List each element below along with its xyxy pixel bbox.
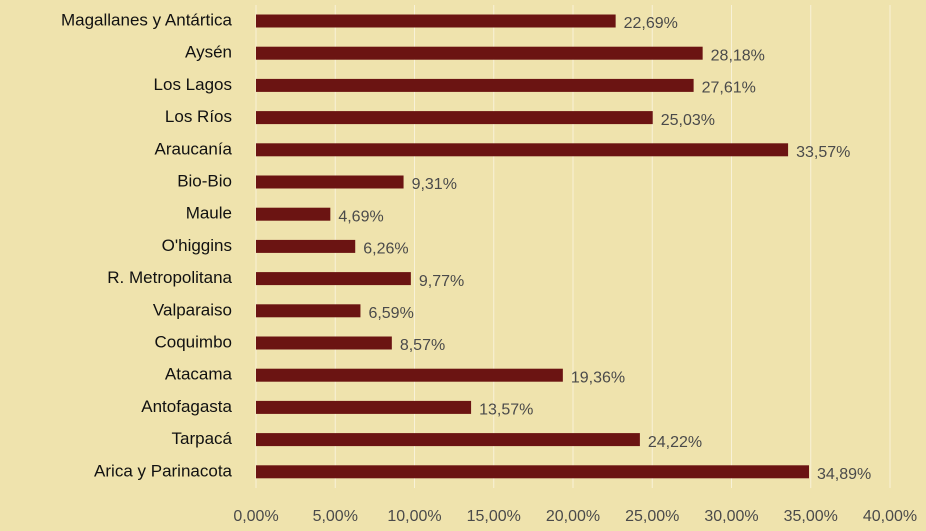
data-label: 6,26% [363, 241, 408, 258]
x-tick-label: 25,00% [625, 508, 679, 525]
y-tick-label: Aysén [185, 43, 232, 62]
y-tick-label: Valparaiso [153, 300, 232, 319]
x-tick-label: 5,00% [313, 508, 358, 525]
bar [256, 175, 404, 189]
y-tick-label: Magallanes y Antártica [61, 10, 233, 29]
x-tick-label: 15,00% [467, 508, 521, 525]
x-tick-label: 10,00% [387, 508, 441, 525]
y-tick-label: Atacama [165, 365, 233, 384]
bar [256, 239, 356, 253]
x-tick-label: 40,00% [863, 508, 917, 525]
data-label: 28,18% [711, 47, 765, 64]
y-tick-label: Araucanía [155, 139, 233, 158]
x-tick-label: 20,00% [546, 508, 600, 525]
bar [256, 304, 361, 318]
y-tick-label: Los Ríos [165, 107, 232, 126]
bar [256, 272, 411, 286]
y-tick-label: Antofagasta [141, 397, 232, 416]
data-label: 33,57% [796, 144, 850, 161]
data-label: 19,36% [571, 369, 625, 386]
y-tick-label: Bio-Bio [177, 171, 232, 190]
y-tick-label: Tarpacá [172, 429, 233, 448]
bar [256, 336, 392, 350]
data-label: 27,61% [702, 80, 756, 97]
x-tick-label: 35,00% [784, 508, 838, 525]
data-label: 4,69% [338, 208, 383, 225]
x-tick-label: 30,00% [704, 508, 758, 525]
data-label: 34,89% [817, 466, 871, 483]
data-label: 24,22% [648, 434, 702, 451]
x-tick-label: 0,00% [233, 508, 278, 525]
bar [256, 207, 331, 221]
bar [256, 465, 810, 479]
data-label: 22,69% [624, 15, 678, 32]
bar [256, 400, 472, 414]
bar [256, 78, 694, 92]
bar [256, 14, 616, 28]
bar [256, 46, 703, 60]
data-label: 13,57% [479, 402, 533, 419]
bar [256, 111, 653, 125]
bar [256, 433, 640, 447]
bar [256, 143, 789, 157]
y-tick-label: Los Lagos [154, 75, 232, 94]
y-tick-label: R. Metropolitana [107, 268, 232, 287]
data-label: 8,57% [400, 337, 445, 354]
y-tick-label: O'higgins [162, 236, 232, 255]
data-label: 25,03% [661, 112, 715, 129]
data-label: 6,59% [368, 305, 413, 322]
y-tick-label: Coquimbo [155, 332, 233, 351]
bar [256, 368, 563, 382]
data-label: 9,77% [419, 273, 464, 290]
y-tick-label: Maule [186, 204, 232, 223]
y-tick-label: Arica y Parinacota [94, 461, 232, 480]
data-label: 9,31% [412, 176, 457, 193]
